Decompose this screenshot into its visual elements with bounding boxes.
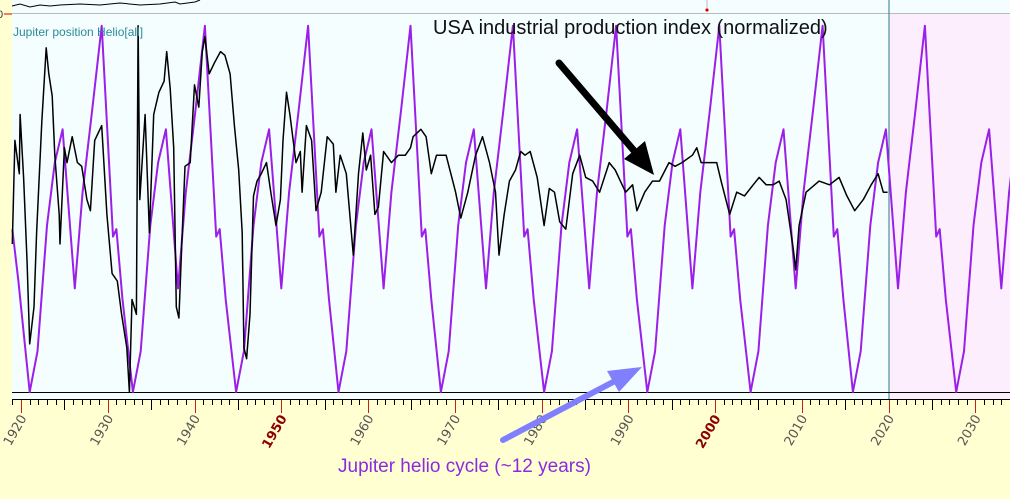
- future-region: [888, 14, 1010, 399]
- top-panel: [12, 0, 1010, 13]
- x-tick-label: 1940: [174, 413, 204, 449]
- top-panel-line: [11, 0, 201, 8]
- x-tick-label: 2000: [693, 413, 724, 452]
- plot-area: [12, 14, 1010, 399]
- x-tick-label: 1930: [88, 413, 118, 449]
- production-series-line: [11, 24, 888, 393]
- x-tick-label: 1990: [608, 413, 638, 449]
- x-tick-label: 1950: [260, 413, 291, 452]
- cycle-annotation: Jupiter helio cycle (~12 years): [338, 456, 591, 477]
- x-tick-label: 1970: [435, 413, 465, 449]
- production-annotation: USA industrial production index (normali…: [433, 17, 828, 39]
- x-tick-label: 2010: [782, 413, 812, 449]
- x-axis-tick-labels: 1920 1930 1940 1950 1960 1970 1980 1990 2000 2010…: [1, 413, 985, 452]
- x-tick-label: 2030: [955, 413, 985, 449]
- top-panel-zero-label: 0: [0, 9, 3, 21]
- cycle-arrow: [500, 367, 642, 443]
- x-axis-ticks: [12, 400, 1002, 413]
- top-panel-marker: [705, 8, 709, 12]
- x-tick-label: 1960: [348, 413, 378, 449]
- panel-label: Jupiter position Helio[all]: [13, 25, 143, 39]
- x-tick-label: 1920: [1, 413, 31, 449]
- production-arrow: [555, 59, 654, 175]
- x-tick-label: 2020: [868, 413, 898, 449]
